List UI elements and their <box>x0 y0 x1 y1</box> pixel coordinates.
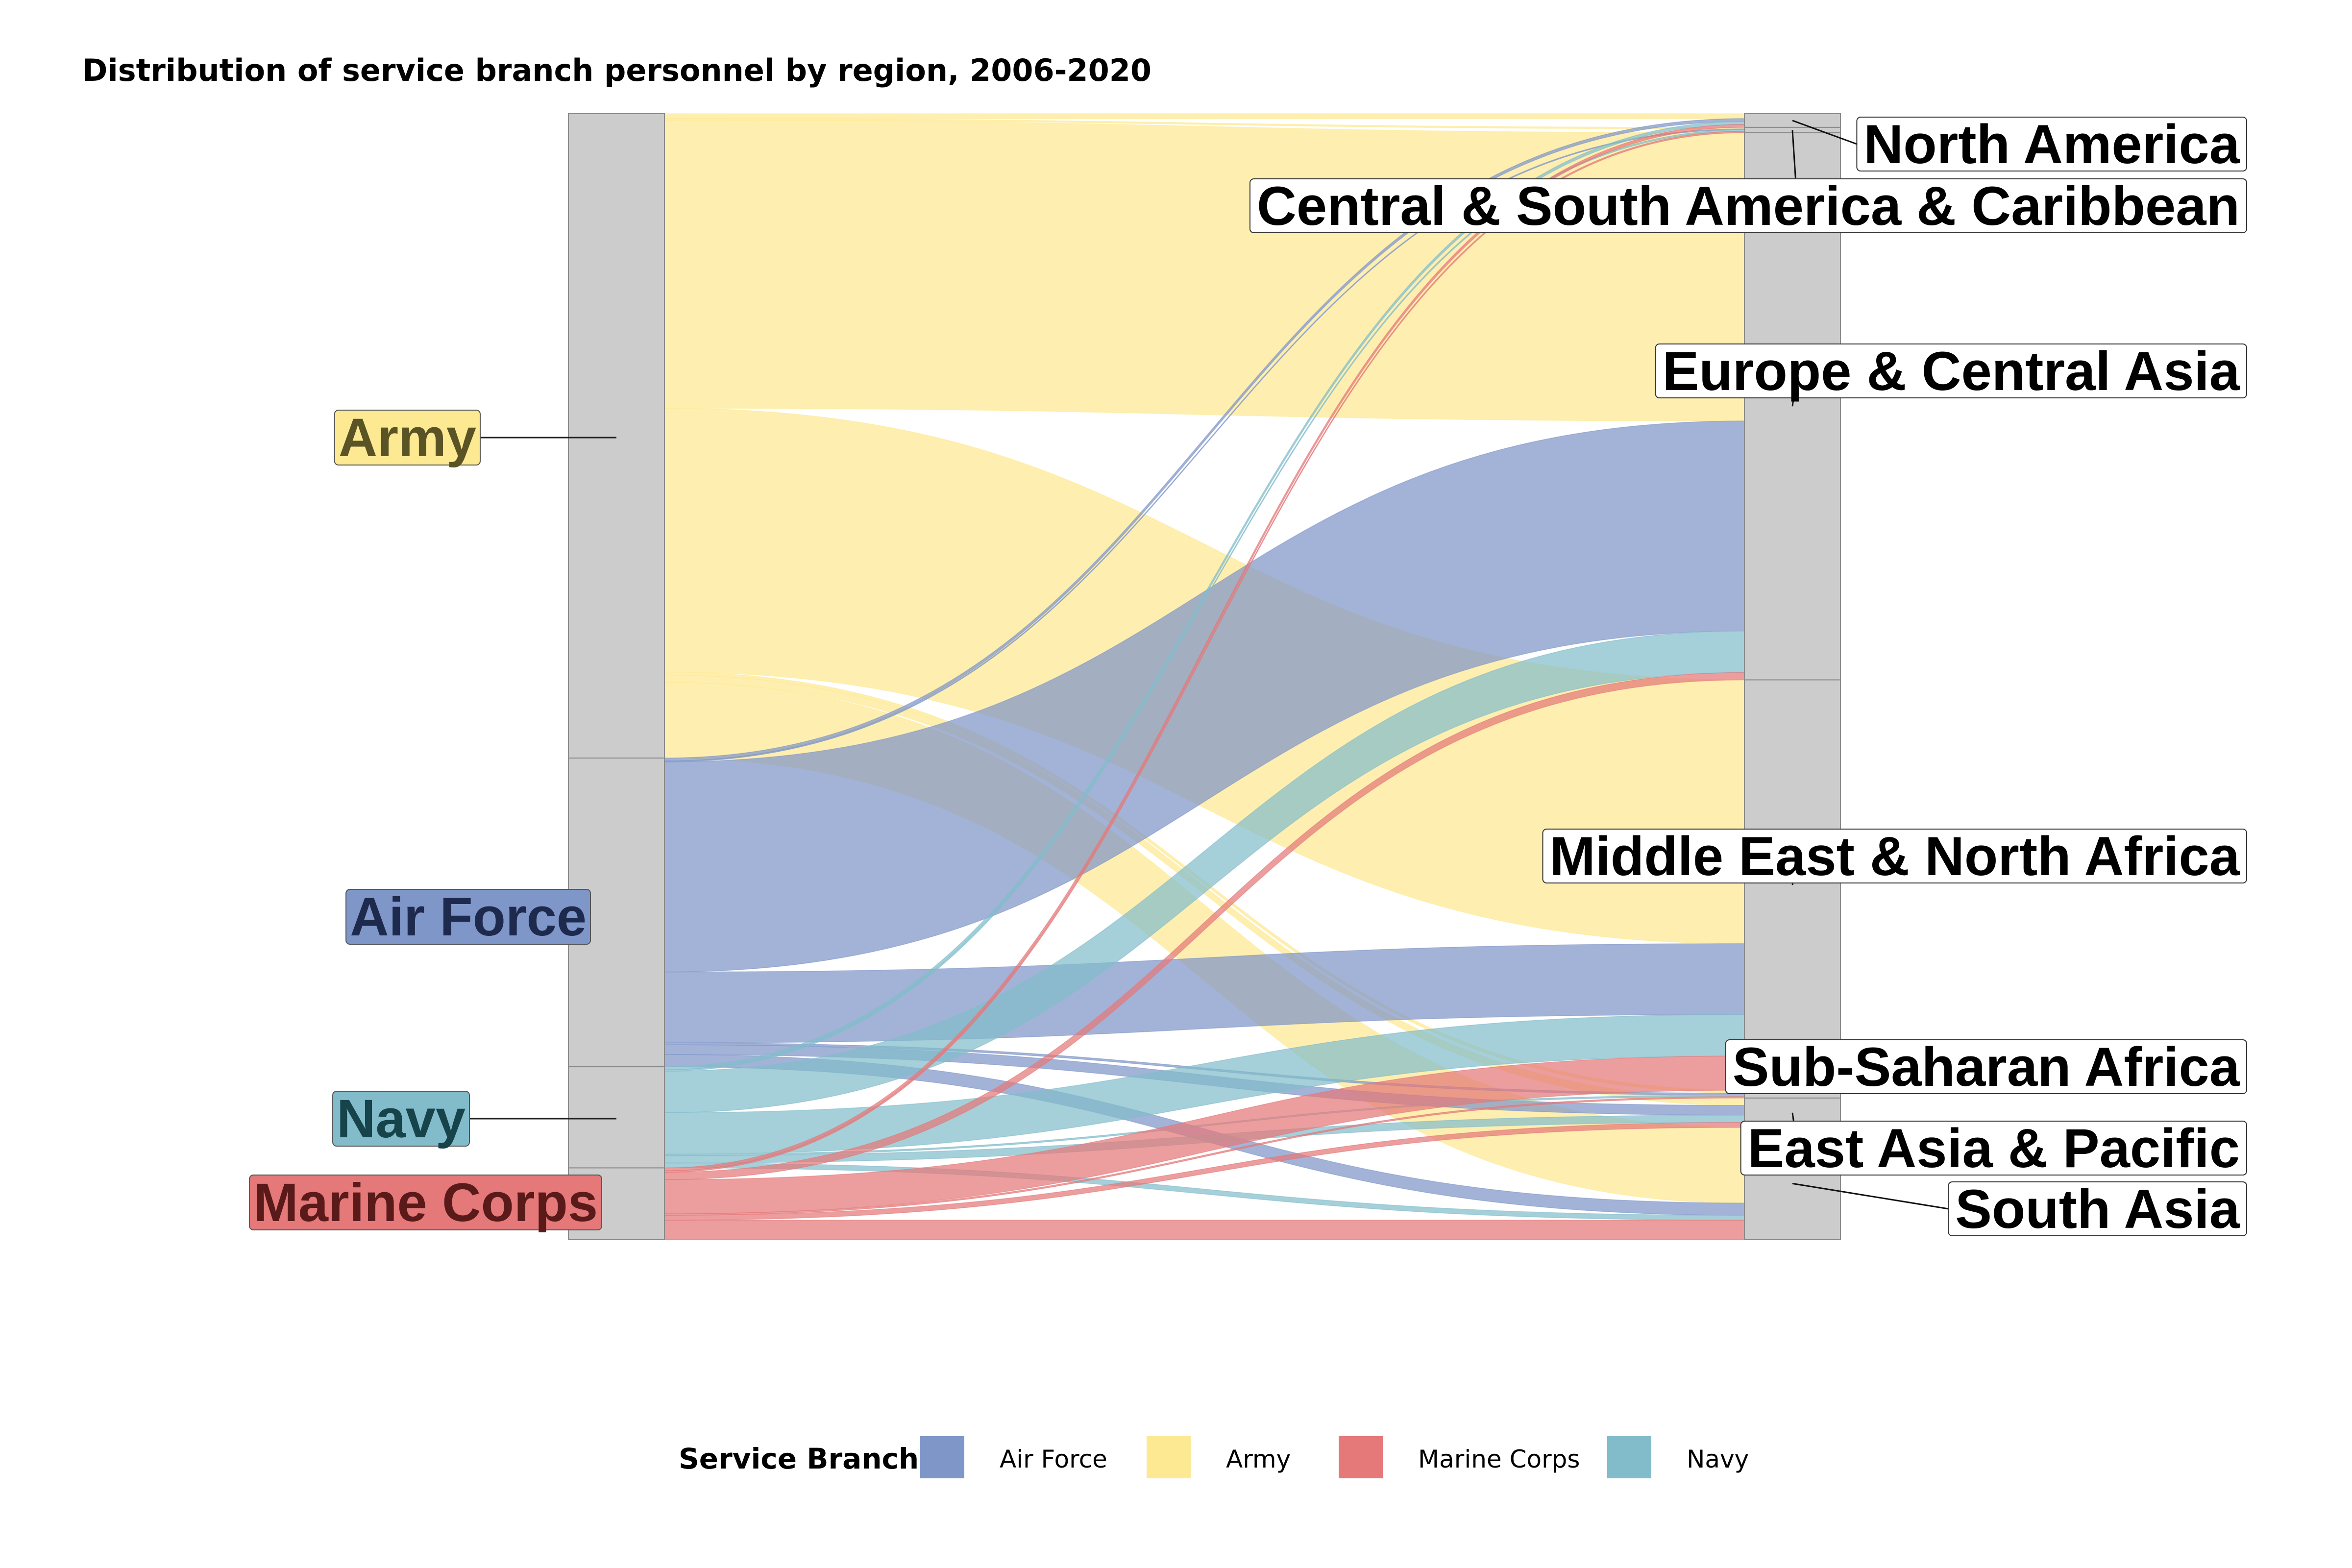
flow-army-to-north-america <box>664 113 1745 119</box>
legend-swatch <box>1339 1436 1383 1478</box>
label-text: Marine Corps <box>253 1173 598 1233</box>
label-box <box>1740 1121 2247 1176</box>
legend-swatch <box>1607 1436 1651 1478</box>
legend-swatch <box>1147 1436 1191 1478</box>
label-box <box>334 410 481 466</box>
leader-line <box>1792 1182 1949 1210</box>
legend-label: Army <box>1226 1445 1291 1473</box>
label-text: Navy <box>337 1089 466 1149</box>
label-box <box>1856 117 2247 172</box>
legend-entry-army: Army <box>1147 1436 1291 1478</box>
source-label-navy: Navy <box>332 1089 616 1149</box>
label-box <box>332 1091 470 1147</box>
label-box <box>1542 829 2247 883</box>
label-box <box>249 1175 602 1230</box>
label-text: North America <box>1863 114 2240 175</box>
source-label-marine-corps: Marine Corps <box>249 1173 602 1233</box>
target-label-central-and-south-america-and-caribbean: Central & South America & Caribbean <box>1249 130 2247 237</box>
label-box <box>1655 343 2247 398</box>
target-label-east-asia-and-pacific: East Asia & Pacific <box>1740 1112 2247 1179</box>
target-label-europe-and-central-asia: Europe & Central Asia <box>1655 341 2247 407</box>
flows-layer <box>664 113 1745 1240</box>
source-label-air-force: Air Force <box>345 887 591 947</box>
label-text: Air Force <box>350 887 587 947</box>
label-text: Middle East & North Africa <box>1550 826 2240 887</box>
labels-layer: Army Air Force Navy Marine Corps North Ameri… <box>249 114 2247 1240</box>
leader-line <box>1792 120 1857 145</box>
node-army <box>568 113 665 759</box>
target-label-sub-saharan-africa: Sub-Saharan Africa <box>1725 1036 2247 1098</box>
label-text: Sub-Saharan Africa <box>1733 1036 2240 1098</box>
chart-title: Distribution of service branch personnel… <box>82 52 1152 88</box>
label-text: East Asia & Pacific <box>1748 1118 2240 1179</box>
target-label-middle-east-and-north-africa: Middle East & North Africa <box>1542 826 2247 887</box>
legend: Service Branch Air Force Army Marine Corps N… <box>679 1436 1749 1478</box>
flow-army-to-europe-and-central-asia <box>664 120 1745 421</box>
label-box <box>1249 178 2247 233</box>
legend-title: Service Branch <box>679 1442 919 1475</box>
target-label-north-america: North America <box>1792 114 2247 175</box>
flow-marine-corps-to-south-asia <box>664 1220 1745 1240</box>
legend-entry-navy: Navy <box>1607 1436 1749 1478</box>
legend-label: Navy <box>1687 1445 1749 1473</box>
node-navy <box>568 1066 665 1169</box>
label-box <box>1725 1039 2247 1094</box>
legend-swatch <box>920 1436 964 1478</box>
label-text: Central & South America & Caribbean <box>1257 175 2240 237</box>
label-text: Army <box>339 408 476 468</box>
legend-label: Marine Corps <box>1418 1445 1580 1473</box>
target-label-south-asia: South Asia <box>1792 1178 2247 1240</box>
legend-entry-air-force: Air Force <box>920 1436 1107 1478</box>
label-text: Europe & Central Asia <box>1663 341 2240 402</box>
source-label-army: Army <box>334 408 616 468</box>
label-box <box>1948 1181 2247 1236</box>
label-box <box>345 889 591 945</box>
legend-label: Air Force <box>1000 1445 1107 1473</box>
legend-entry-marine-corps: Marine Corps <box>1339 1436 1580 1478</box>
label-text: South Asia <box>1955 1178 2240 1240</box>
